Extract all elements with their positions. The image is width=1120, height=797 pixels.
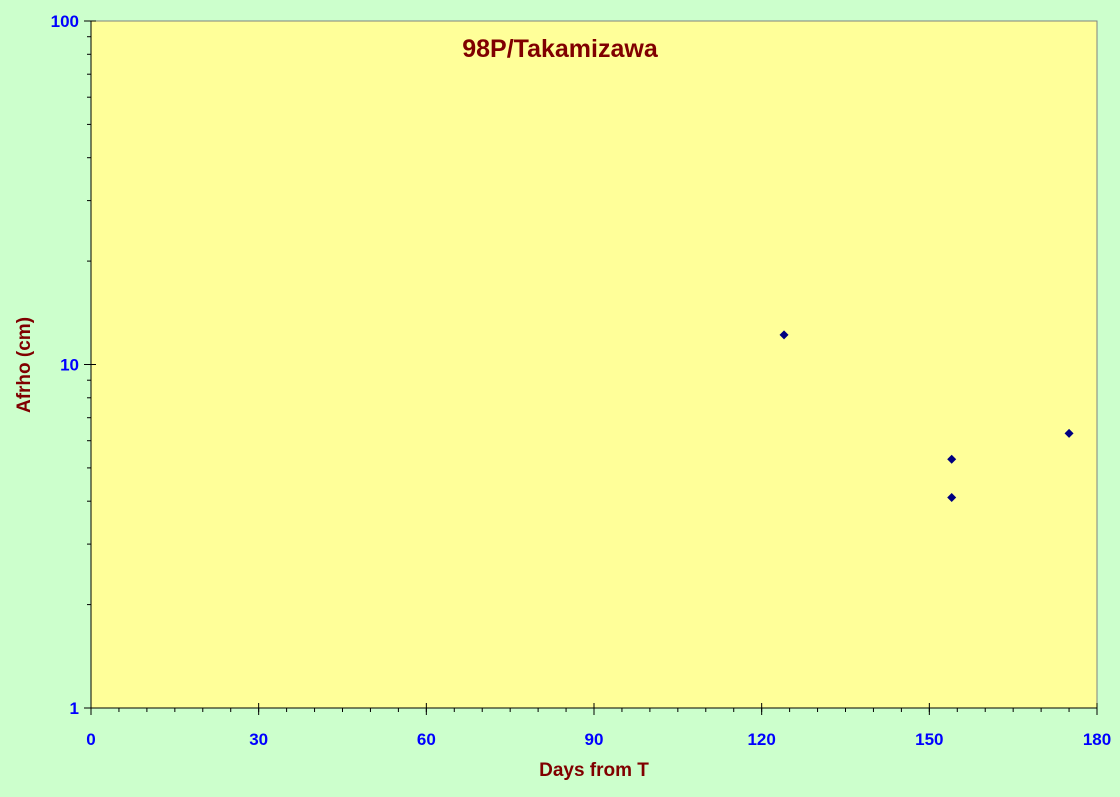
x-tick-label: 0 [86, 730, 95, 749]
x-tick-label: 60 [417, 730, 436, 749]
major-ticks [84, 20, 1098, 715]
y-tick-labels: 1 10 100 [51, 12, 79, 718]
x-tick-label: 90 [585, 730, 604, 749]
y-tick-label: 10 [60, 356, 79, 375]
data-point [947, 454, 957, 464]
x-tick-label: 30 [249, 730, 268, 749]
y-tick-label: 1 [70, 699, 79, 718]
y-axis-title: Afrho (cm) [14, 317, 35, 413]
x-tick-labels: 0 30 60 90 120 150 180 [86, 730, 1111, 749]
y-minor-ticks [87, 36, 91, 606]
data-point [1064, 428, 1074, 438]
x-tick-label: 120 [747, 730, 775, 749]
data-point [779, 330, 789, 340]
plot-area [90, 20, 1098, 709]
x-tick-label: 180 [1083, 730, 1111, 749]
data-points [779, 330, 1074, 503]
chart-title: 98P/Takamizawa [462, 35, 659, 63]
y-tick-label: 100 [51, 12, 79, 31]
x-axis-title: Days from T [539, 760, 649, 781]
x-tick-label: 150 [915, 730, 943, 749]
data-point [947, 493, 957, 503]
